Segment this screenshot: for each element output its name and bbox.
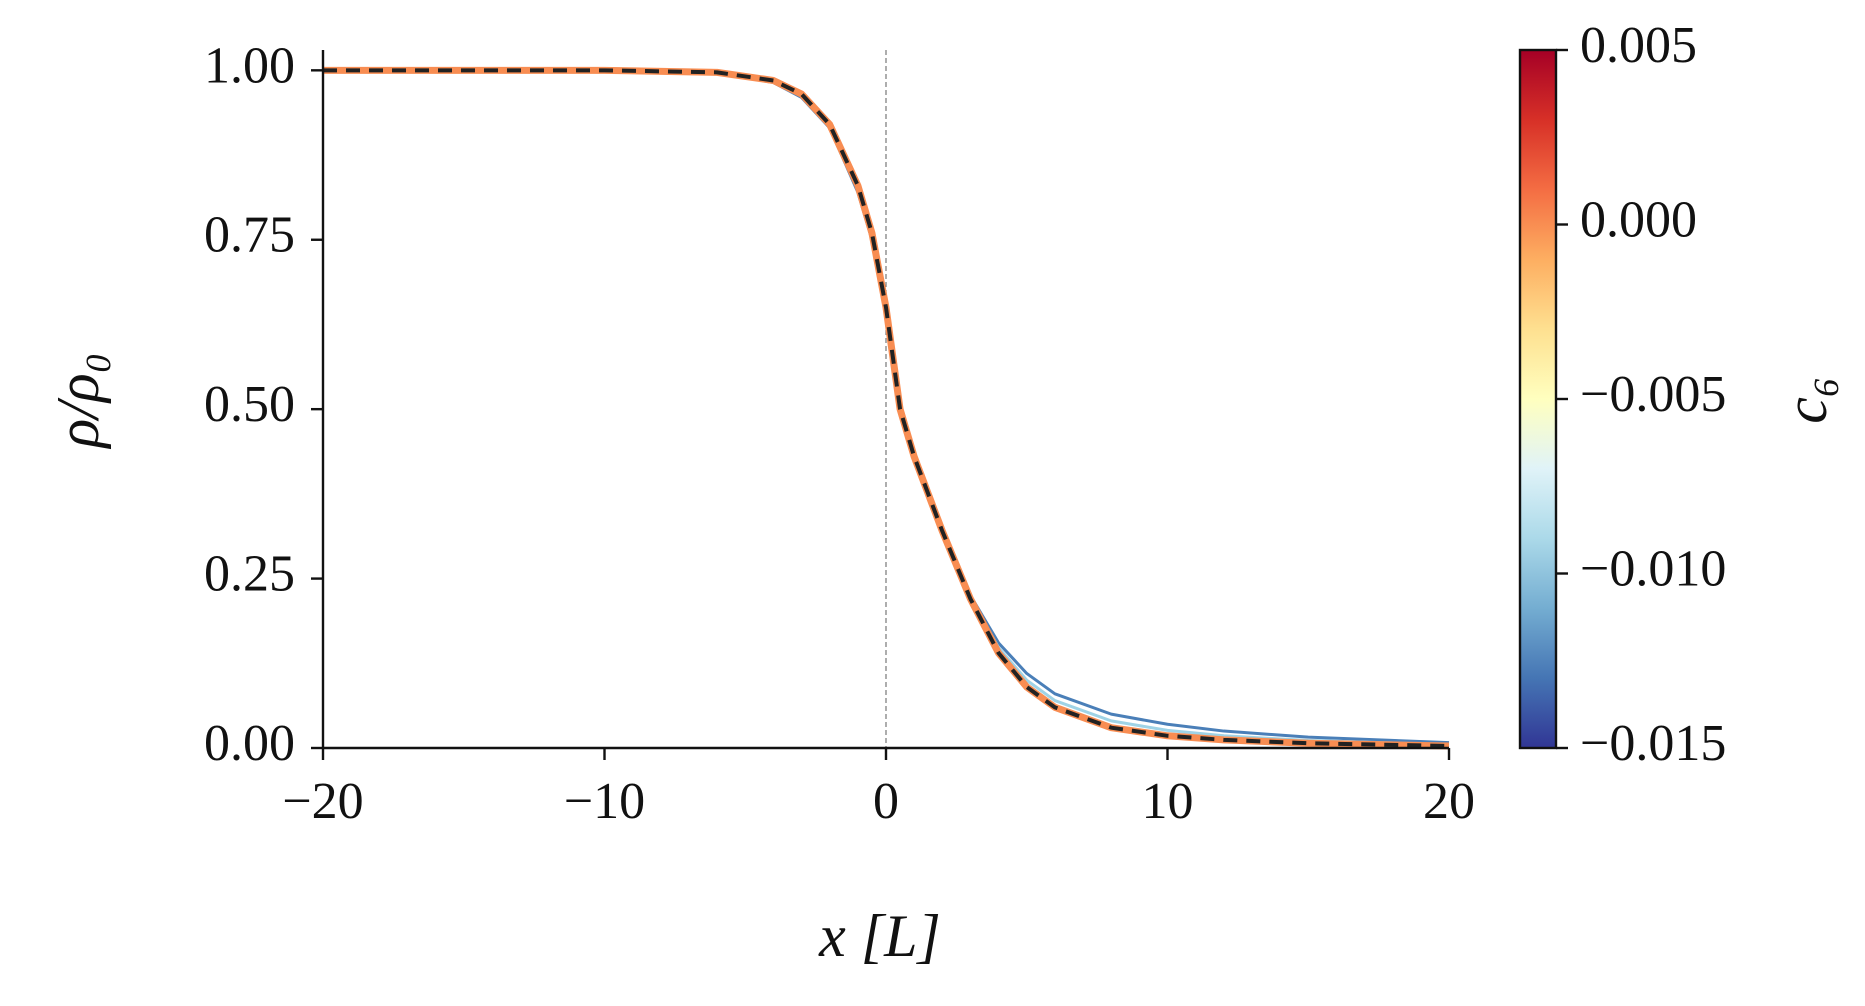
- x-tick-label: −10: [564, 773, 645, 830]
- colorbar-tick-label: 0.000: [1580, 191, 1697, 248]
- x-tick-label: 0: [873, 773, 899, 830]
- y-axis-label: ρ/ρ₀: [45, 352, 111, 449]
- colorbar-label: c₆: [1773, 376, 1839, 424]
- y-tick-label: 0.50: [204, 376, 295, 433]
- x-axis-label: x [L]: [818, 903, 941, 969]
- y-tick-label: 0.75: [204, 207, 295, 264]
- y-tick-label: 0.25: [204, 546, 295, 603]
- x-tick-label: 20: [1423, 773, 1475, 830]
- colorbar-tick-label: 0.005: [1580, 17, 1697, 74]
- data-line: [323, 68, 1450, 748]
- y-tick-label: 1.00: [204, 37, 295, 94]
- colorbar: [1518, 48, 1558, 750]
- colorbar-tick-label: −0.010: [1580, 540, 1726, 597]
- colorbar-tick-label: −0.005: [1580, 366, 1726, 423]
- x-tick-label: −20: [282, 773, 363, 830]
- colorbar-tick-label: −0.015: [1580, 715, 1726, 772]
- x-tick-label: 10: [1142, 773, 1194, 830]
- y-tick-label: 0.00: [204, 715, 295, 772]
